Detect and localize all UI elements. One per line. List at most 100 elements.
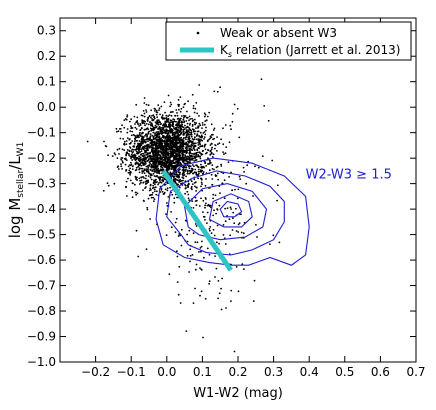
scatter-point <box>208 282 211 285</box>
scatter-point <box>210 148 213 151</box>
scatter-point <box>180 228 183 231</box>
scatter-point <box>243 171 246 173</box>
scatter-point <box>185 160 188 162</box>
scatter-point <box>200 134 203 137</box>
scatter-point <box>201 169 204 172</box>
scatter-point <box>175 171 178 174</box>
scatter-point <box>233 222 236 225</box>
scatter-point <box>130 153 133 156</box>
scatter-point <box>168 123 171 126</box>
scatter-point <box>178 181 181 183</box>
y-tick-label: 0.3 <box>37 24 56 38</box>
scatter-point <box>149 176 152 179</box>
scatter-point <box>171 129 174 132</box>
scatter-point <box>131 196 134 199</box>
scatter-point <box>234 188 236 191</box>
scatter-point <box>152 114 155 117</box>
scatter-point <box>151 191 154 194</box>
scatter-point <box>159 128 161 131</box>
scatter-point <box>151 169 154 172</box>
scatter-point <box>200 152 203 155</box>
scatter-point <box>184 136 187 139</box>
scatter-point <box>176 281 179 283</box>
scatter-point <box>126 152 129 155</box>
scatter-point <box>126 137 129 140</box>
scatter-point <box>153 181 156 184</box>
scatter-point <box>235 230 238 232</box>
scatter-point <box>176 114 179 117</box>
scatter-point <box>147 140 149 143</box>
scatter-point <box>156 140 159 142</box>
scatter-point <box>145 128 147 131</box>
scatter-point <box>213 127 216 130</box>
scatter-point <box>173 169 175 172</box>
scatter-point <box>206 211 209 214</box>
scatter-point <box>150 138 152 141</box>
scatter-point <box>196 138 198 141</box>
scatter-point <box>185 120 188 122</box>
scatter-point <box>86 140 89 143</box>
scatter-point <box>216 172 219 175</box>
scatter-point <box>179 138 181 141</box>
scatter-point <box>184 155 187 158</box>
scatter-point <box>170 103 173 106</box>
y-tick-label: −0.5 <box>27 228 56 242</box>
scatter-point <box>236 197 239 200</box>
y-tick-label: −0.1 <box>27 126 56 140</box>
scatter-point <box>159 140 162 143</box>
scatter-point <box>209 144 212 146</box>
scatter-point <box>231 120 234 123</box>
scatter-point <box>161 159 164 162</box>
scatter-point <box>174 131 177 134</box>
scatter-point <box>166 202 168 204</box>
scatter-point <box>161 142 164 145</box>
scatter-point <box>185 175 188 178</box>
scatter-point <box>156 165 159 168</box>
scatter-point <box>150 144 153 147</box>
scatter-point <box>166 157 169 160</box>
scatter-point <box>172 118 175 120</box>
scatter-point <box>147 166 150 169</box>
scatter-point <box>169 150 172 153</box>
scatter-point <box>222 151 225 154</box>
scatter-point <box>114 153 117 156</box>
scatter-point <box>125 180 128 183</box>
scatter-point <box>177 235 180 237</box>
scatter-point <box>116 166 119 169</box>
scatter-point <box>191 123 194 126</box>
scatter-point <box>125 169 128 171</box>
scatter-point <box>230 171 233 174</box>
scatter-point <box>194 142 197 145</box>
scatter-point <box>135 166 138 169</box>
scatter-point <box>160 158 163 160</box>
legend-ks-main: K <box>220 43 229 57</box>
scatter-point <box>155 131 158 134</box>
scatter-point <box>117 130 120 133</box>
scatter-point <box>158 137 161 139</box>
scatter-point <box>154 148 157 151</box>
scatter-point <box>204 219 206 221</box>
scatter-point <box>164 157 167 159</box>
scatter-point <box>188 199 191 202</box>
scatter-point <box>196 130 199 133</box>
scatter-point <box>238 175 241 178</box>
scatter-point <box>173 138 176 141</box>
scatter-point <box>152 166 155 168</box>
scatter-point <box>214 276 216 278</box>
scatter-point <box>143 177 145 179</box>
scatter-point <box>219 86 222 89</box>
scatter-point <box>159 154 161 157</box>
scatter-point <box>161 166 164 169</box>
scatter-point <box>134 163 137 166</box>
scatter-point <box>241 263 244 265</box>
scatter-point <box>162 123 165 126</box>
scatter-point <box>160 188 163 190</box>
scatter-point <box>146 160 149 162</box>
scatter-point <box>170 226 173 229</box>
y-tick-label: −0.7 <box>27 279 56 293</box>
scatter-point <box>142 152 144 155</box>
scatter-point <box>191 157 194 160</box>
scatter-point <box>174 155 177 158</box>
scatter-point <box>204 204 207 207</box>
scatter-point <box>172 122 175 125</box>
